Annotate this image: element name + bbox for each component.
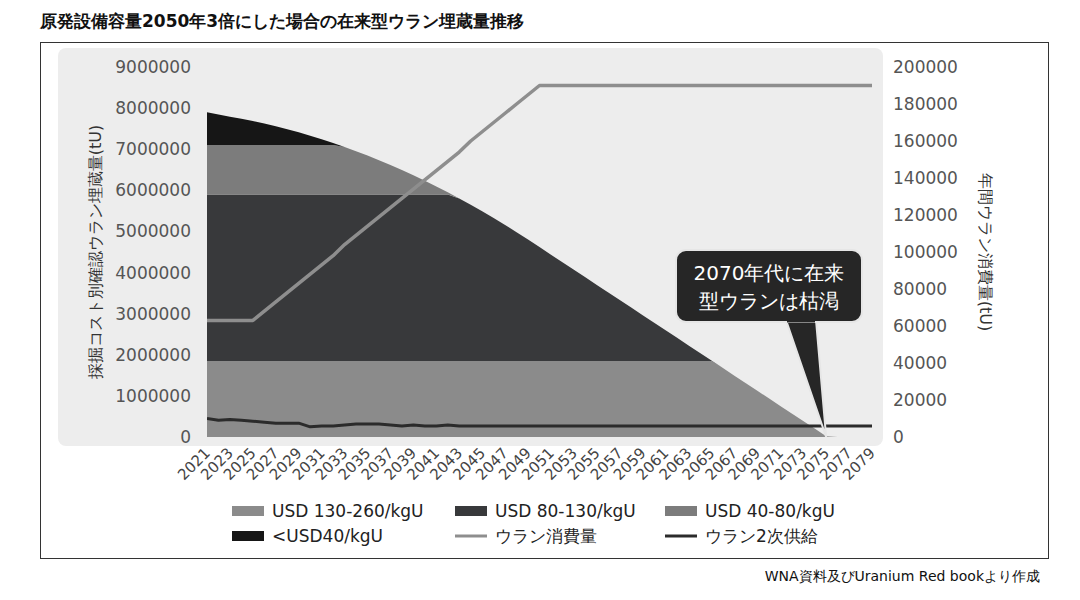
area-series [207,361,872,437]
y-tick-label: 0 [180,427,191,447]
y-tick-label: 1000000 [115,386,191,406]
legend-swatch [455,535,487,538]
y-tick-label: 7000000 [115,139,191,159]
callout-joint [787,320,815,323]
y2-tick-label: 0 [893,427,904,447]
legend-item: USD 80-130/kgU [455,501,636,521]
area-series [207,194,872,437]
y-tick-label: 8000000 [115,98,191,118]
legend-label: USD 40-80/kgU [705,501,835,521]
legend-item: USD 130-260/kgU [232,501,424,521]
plot-background [58,48,883,446]
y2-tick-label: 80000 [893,279,947,299]
legend-item: USD 40-80/kgU [665,501,835,521]
legend-item: <USD40/kgU [232,526,383,546]
y2-tick-label: 60000 [893,316,947,336]
y-tick-label: 4000000 [115,263,191,283]
y2-tick-label: 120000 [893,205,958,225]
callout-text: 2070年代に在来 [694,261,845,285]
y-tick-label: 6000000 [115,180,191,200]
line-series [207,419,872,427]
y2-tick-label: 100000 [893,242,958,262]
y-tick-label: 3000000 [115,304,191,324]
area-series [207,145,872,437]
legend-label: <USD40/kgU [272,526,383,546]
annotation: 2070年代に在来型ウランは枯渇 [676,250,862,437]
legend-label: ウラン2次供給 [705,526,818,546]
y-tick-label: 2000000 [115,345,191,365]
y2-tick-label: 180000 [893,94,958,114]
y-tick-label: 9000000 [115,57,191,77]
y2-axis-label: 年間ウラン消費量(tU) [976,173,995,331]
legend-swatch [232,531,264,541]
area-series [207,112,872,437]
source-note: WNA資料及びUranium Red bookより作成 [765,568,1040,584]
legend-item: ウラン2次供給 [665,526,818,546]
y2-tick-label: 140000 [893,168,958,188]
y2-tick-label: 40000 [893,353,947,373]
legend-label: USD 80-130/kgU [495,501,636,521]
callout-box [676,250,862,322]
callout-text: 型ウランは枯渇 [699,289,839,313]
legend-item: ウラン消費量 [455,526,597,546]
chart: 原発設備容量2050年3倍にした場合の在来型ウラン埋蔵量推移0100000020… [0,0,1080,600]
frame [41,43,1049,559]
y2-tick-label: 160000 [893,131,958,151]
legend-label: USD 130-260/kgU [272,501,424,521]
y2-tick-label: 200000 [893,57,958,77]
legend-swatch [665,535,697,538]
callout-pointer [786,320,826,437]
legend-swatch [232,506,264,516]
y-tick-label: 5000000 [115,221,191,241]
plot-marks [207,86,872,438]
legend-label: ウラン消費量 [495,526,597,546]
title: 原発設備容量2050年3倍にした場合の在来型ウラン埋蔵量推移 [39,11,524,31]
x-tick-label: 2079 [839,444,879,484]
legend-swatch [455,506,487,516]
legend-swatch [665,506,697,516]
y-axis-label: 採掘コスト別確認ウラン埋蔵量(tU) [86,125,105,379]
y2-tick-label: 20000 [893,390,947,410]
